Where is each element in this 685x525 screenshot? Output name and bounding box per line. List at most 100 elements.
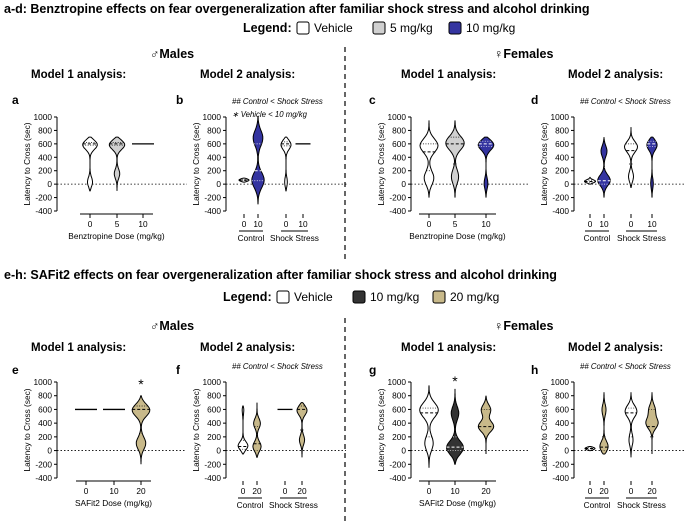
y-tick-label: 400 [207,152,221,162]
y-tick-label: 600 [555,404,569,414]
panel-e-model-heading: Model 1 analysis: [31,342,126,354]
violin [419,385,439,468]
violin [645,392,659,454]
violin [445,388,465,465]
y-tick-label: 400 [38,418,52,428]
y-tick-label: 0 [401,446,406,456]
y-tick-label: 0 [47,446,52,456]
y-tick-label: -200 [35,459,52,469]
y-tick-label: 1000 [388,112,407,122]
x-tick-label: 20 [599,486,609,496]
y-tick-label: -400 [35,473,52,483]
group-label: Shock Stress [269,500,318,510]
violin [445,120,465,198]
x-axis-label: SAFit2 Dose (mg/kg) [419,498,496,508]
legend1-swatch-10mg [448,21,462,35]
x-tick-label: 0 [88,219,93,229]
x-tick-label: 10 [109,486,119,496]
y-tick-label: 400 [392,152,406,162]
y-tick-label: -400 [389,473,406,483]
legend2-item-20mg: 20 mg/kg [450,290,499,304]
section2-title: e-h: SAFit2 effects on fear overgenerali… [4,268,557,282]
group-label: Shock Stress [617,233,666,243]
x-tick-label: 20 [252,486,262,496]
y-tick-label: 400 [555,152,569,162]
x-axis-label: Benztropine Dose (mg/kg) [409,231,506,241]
x-tick-label: 0 [84,486,89,496]
panel-a-model-heading: Model 1 analysis: [31,69,126,81]
annotation: ## Control < Shock Stress [232,97,323,106]
violin [252,402,262,458]
y-axis-label: Latency to Cross (sec) [376,388,386,471]
x-tick-label: 0 [427,219,432,229]
x-tick-label: 5 [115,219,120,229]
y-tick-label: -400 [552,473,569,483]
annotation: ## Control < Shock Stress [580,97,671,106]
y-tick-label: 200 [555,432,569,442]
y-tick-label: 200 [207,432,221,442]
x-tick-label: 10 [138,219,148,229]
panel-h-model-heading: Model 2 analysis: [568,342,663,354]
y-tick-label: 800 [392,391,406,401]
y-tick-label: 0 [216,179,221,189]
violin [477,136,495,198]
violin [597,137,611,198]
y-tick-label: 800 [38,391,52,401]
y-tick-label: 200 [38,166,52,176]
y-tick-label: 200 [38,432,52,442]
y-tick-label: 400 [207,418,221,428]
y-tick-label: 0 [564,179,569,189]
panel-label: d [531,93,538,107]
panel-d-model-heading: Model 2 analysis: [568,69,663,81]
x-tick-label: 10 [481,219,491,229]
section1-females-heading: ♀Females [494,47,553,61]
y-tick-label: 200 [392,166,406,176]
y-axis-label: Latency to Cross (sec) [191,122,201,205]
x-tick-label: 10 [298,219,308,229]
y-tick-label: 200 [392,432,406,442]
y-tick-label: 800 [555,125,569,135]
y-axis-label: Latency to Cross (sec) [22,122,32,205]
legend1-item-vehicle: Vehicle [314,21,353,35]
panel-b-model-heading: Model 2 analysis: [200,69,295,81]
annotation: ∗ Vehicle < 10 mg/kg [232,110,308,119]
y-tick-label: 400 [392,418,406,428]
violin [237,405,249,455]
x-tick-label: 20 [647,486,657,496]
y-tick-label: 800 [555,391,569,401]
x-tick-label: 0 [629,486,634,496]
y-tick-label: 800 [207,125,221,135]
legend1-swatch-vehicle [296,21,310,35]
y-tick-label: 200 [207,166,221,176]
legend2-label: Legend: [223,290,272,304]
y-tick-label: 0 [47,179,52,189]
y-tick-label: -400 [389,206,406,216]
x-axis-label: SAFit2 Dose (mg/kg) [75,498,152,508]
y-axis-label: Latency to Cross (sec) [22,388,32,471]
x-tick-label: 0 [588,219,593,229]
annotation: ## Control < Shock Stress [580,362,671,371]
y-tick-label: 800 [38,125,52,135]
y-tick-label: 600 [38,404,52,414]
violin [599,392,609,455]
section2-males-heading: ♂Males [150,319,194,333]
violin [251,116,265,205]
y-axis-label: Latency to Cross (sec) [191,388,201,471]
violin [108,136,126,191]
panel-c-model-heading: Model 1 analysis: [401,69,496,81]
violin [131,395,151,465]
group-label: Control [584,500,611,510]
legend2-item-10mg: 10 mg/kg [370,290,419,304]
violin [477,395,495,454]
y-tick-label: -200 [204,193,221,203]
x-tick-label: 10 [647,219,657,229]
